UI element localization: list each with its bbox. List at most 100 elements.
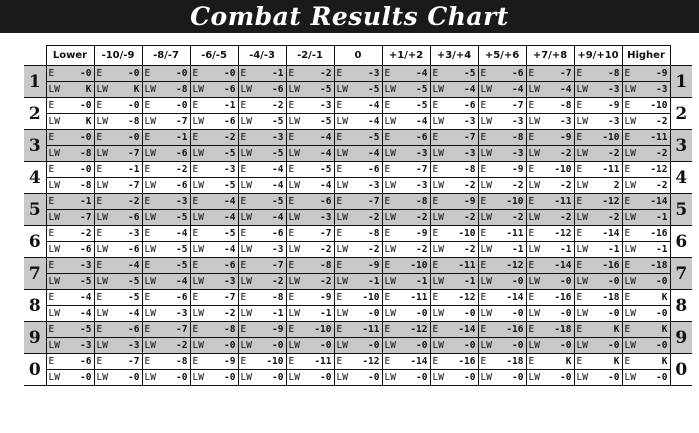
lone-wolf-label: LW — [576, 212, 588, 223]
lone-wolf-loss-value: -0 — [320, 340, 332, 351]
lone-wolf-label: LW — [432, 148, 444, 159]
result-cell: E -0 LW K — [45, 97, 95, 130]
enemy-label: E — [624, 356, 631, 367]
enemy-loss-line: E -5 — [143, 258, 190, 273]
column-header: -6/-5 — [189, 45, 239, 66]
lone-wolf-loss-line: LW -2 — [430, 209, 478, 225]
enemy-loss-value: -8 — [272, 292, 284, 303]
enemy-label: E — [144, 100, 151, 111]
enemy-loss-value: -6 — [176, 292, 188, 303]
lone-wolf-label: LW — [384, 116, 396, 127]
lone-wolf-loss-line: LW -3 — [238, 241, 286, 257]
result-cell: E -6 LW -3 — [237, 225, 287, 258]
enemy-loss-line: E -9 — [623, 66, 670, 81]
lone-wolf-loss-line: LW -4 — [238, 209, 286, 225]
lone-wolf-loss-line: LW K — [46, 81, 94, 97]
enemy-label: E — [336, 356, 343, 367]
lone-wolf-label: LW — [336, 276, 348, 287]
result-cell: E -0 LW -8 — [141, 65, 191, 98]
lone-wolf-loss-value: -0 — [608, 340, 620, 351]
lone-wolf-label: LW — [336, 180, 348, 191]
enemy-label: E — [576, 196, 583, 207]
enemy-loss-value: -3 — [320, 100, 332, 111]
result-cell: E -16 LW -0 — [525, 289, 575, 322]
lone-wolf-label: LW — [432, 340, 444, 351]
enemy-loss-value: -6 — [80, 356, 92, 367]
lone-wolf-loss-line: LW -1 — [238, 305, 286, 321]
lone-wolf-loss-value: -4 — [176, 276, 188, 287]
enemy-loss-value: -5 — [224, 228, 236, 239]
enemy-loss-value: -0 — [128, 68, 140, 79]
lone-wolf-label: LW — [96, 180, 108, 191]
lone-wolf-label: LW — [480, 308, 492, 319]
enemy-label: E — [192, 68, 199, 79]
lone-wolf-loss-value: -0 — [224, 340, 236, 351]
lone-wolf-label: LW — [576, 148, 588, 159]
enemy-loss-value: -9 — [464, 196, 476, 207]
enemy-loss-line: E -12 — [431, 290, 478, 305]
enemy-loss-value: -9 — [368, 260, 380, 271]
lone-wolf-label: LW — [144, 244, 156, 255]
enemy-loss-value: -0 — [80, 132, 92, 143]
enemy-loss-value: K — [613, 356, 620, 367]
lone-wolf-loss-line: LW -0 — [238, 337, 286, 353]
enemy-loss-value: -10 — [362, 292, 380, 303]
lone-wolf-label: LW — [624, 244, 636, 255]
enemy-label: E — [528, 164, 535, 175]
lone-wolf-loss-value: -2 — [560, 212, 572, 223]
result-cell: E -3 LW -5 — [237, 129, 287, 162]
enemy-loss-value: -3 — [176, 196, 188, 207]
lone-wolf-label: LW — [624, 116, 636, 127]
enemy-loss-value: -6 — [272, 228, 284, 239]
enemy-loss-value: -2 — [128, 196, 140, 207]
result-cell: E -11 LW -2 — [621, 129, 671, 162]
result-cell: E -1 LW -7 — [93, 161, 143, 194]
enemy-loss-value: -0 — [80, 100, 92, 111]
enemy-loss-line: E -2 — [95, 194, 142, 209]
lone-wolf-label: LW — [288, 180, 300, 191]
enemy-loss-line: E -10 — [431, 226, 478, 241]
lone-wolf-label: LW — [48, 180, 60, 191]
enemy-loss-value: -6 — [320, 196, 332, 207]
lone-wolf-loss-value: -3 — [512, 116, 524, 127]
enemy-label: E — [48, 292, 55, 303]
lone-wolf-loss-value: -2 — [416, 212, 428, 223]
lone-wolf-label: LW — [528, 212, 540, 223]
lone-wolf-loss-line: LW -2 — [622, 177, 670, 193]
column-header: -4/-3 — [237, 45, 287, 66]
result-cell: E -6 LW -3 — [333, 161, 383, 194]
lone-wolf-loss-line: LW -4 — [478, 81, 526, 97]
result-cell: E -9 LW -0 — [189, 353, 239, 386]
lone-wolf-label: LW — [336, 116, 348, 127]
enemy-loss-line: E -6 — [431, 98, 478, 113]
lone-wolf-loss-value: -4 — [320, 148, 332, 159]
enemy-label: E — [336, 324, 343, 335]
lone-wolf-label: LW — [288, 372, 300, 383]
lone-wolf-loss-value: -8 — [128, 116, 140, 127]
lone-wolf-label: LW — [336, 148, 348, 159]
lone-wolf-label: LW — [96, 372, 108, 383]
enemy-loss-line: E -0 — [95, 66, 142, 81]
lone-wolf-loss-line: LW -3 — [94, 337, 142, 353]
lone-wolf-label: LW — [288, 276, 300, 287]
enemy-loss-value: -5 — [80, 324, 92, 335]
enemy-loss-value: -18 — [506, 356, 524, 367]
enemy-loss-line: E -3 — [95, 226, 142, 241]
lone-wolf-label: LW — [144, 340, 156, 351]
lone-wolf-loss-value: -0 — [368, 308, 380, 319]
enemy-loss-line: E -5 — [239, 194, 286, 209]
lone-wolf-label: LW — [384, 212, 396, 223]
enemy-label: E — [144, 228, 151, 239]
enemy-loss-line: E -0 — [47, 130, 94, 145]
lone-wolf-loss-line: LW -0 — [334, 369, 382, 385]
lone-wolf-loss-value: -4 — [224, 244, 236, 255]
enemy-loss-line: E -9 — [191, 354, 238, 369]
result-cell: E -11 LW 2 — [573, 161, 623, 194]
enemy-label: E — [624, 228, 631, 239]
enemy-loss-value: K — [613, 324, 620, 335]
lone-wolf-loss-value: -1 — [512, 244, 524, 255]
lone-wolf-loss-value: -3 — [464, 148, 476, 159]
enemy-loss-value: -9 — [656, 68, 668, 79]
lone-wolf-loss-value: -2 — [464, 180, 476, 191]
